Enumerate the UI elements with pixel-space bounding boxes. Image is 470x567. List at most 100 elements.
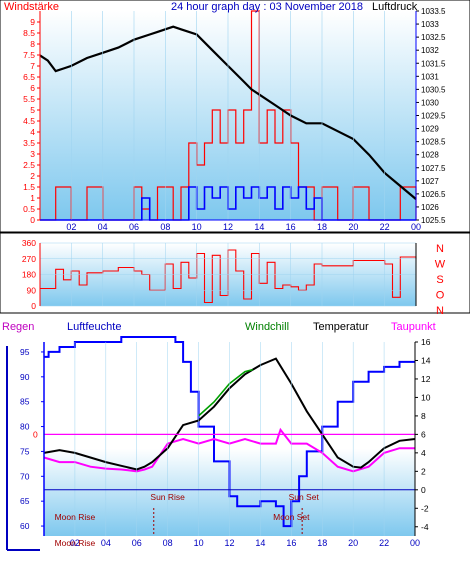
x-tick-label: 16	[286, 538, 296, 548]
moon-rise-label: Moon Rise	[55, 512, 96, 522]
humidity-tick-label: 85	[20, 397, 30, 407]
humidity-tick-label: 90	[20, 372, 30, 382]
y-tick-label-left: 0	[30, 215, 35, 225]
compass-label: S	[436, 274, 443, 286]
x-tick-label: 16	[286, 222, 296, 232]
x-tick-label: 18	[317, 538, 327, 548]
y-tick-label-left: 0.5	[23, 204, 35, 214]
y-tick-label-right: 1030.5	[421, 85, 446, 94]
humidity-tick-label: 65	[20, 496, 30, 506]
y-tick-label-left: 3.5	[23, 138, 35, 148]
x-tick-label: 06	[132, 538, 142, 548]
y-tick-label-left: 6.5	[23, 72, 35, 82]
pressure-axis-title: Luftdruck	[372, 1, 418, 13]
y-tick-label-left: 6	[30, 83, 35, 93]
chart-title: 24 hour graph day : 03 November 2018	[171, 1, 363, 13]
temperature-tick-label: 14	[421, 355, 431, 365]
y-tick-label-right: 1033.5	[421, 7, 446, 16]
temperature-tick-label: 8	[421, 411, 426, 421]
y-tick-label-left: 1.5	[23, 182, 35, 192]
x-tick-label: 10	[192, 222, 202, 232]
y-tick-label-left: 5	[30, 105, 35, 115]
series-humidity-line	[44, 336, 415, 528]
direction-tick-label: 180	[22, 270, 36, 280]
x-tick-label: 12	[223, 222, 233, 232]
y-tick-label-right: 1031	[421, 72, 439, 81]
direction-tick-label: 0	[31, 301, 36, 311]
y-tick-label-left: 3	[30, 149, 35, 159]
humidity-tick-label: 80	[20, 422, 30, 432]
sun-set-label: Sun Set	[289, 492, 320, 502]
y-tick-label-right: 1026.5	[421, 190, 446, 199]
temperature-tick-label: 12	[421, 374, 431, 384]
humidity-tick-label: 70	[20, 471, 30, 481]
zero-marker-label: 0	[33, 429, 38, 439]
compass-label: N	[436, 305, 444, 317]
legend-windchill: Windchill	[245, 321, 289, 333]
y-tick-label-right: 1032	[421, 46, 439, 55]
direction-tick-label: 270	[22, 254, 36, 264]
direction-tick-label: 90	[27, 285, 37, 295]
temperature-tick-label: 16	[421, 337, 431, 347]
x-tick-label: 20	[348, 222, 358, 232]
compass-label: W	[435, 259, 446, 271]
y-tick-label-left: 5.5	[23, 94, 35, 104]
y-tick-label-left: 7	[30, 61, 35, 71]
y-tick-label-right: 1031.5	[421, 59, 446, 68]
legend-luftfeuchte: Luftfeuchte	[67, 321, 121, 333]
y-tick-label-right: 1028.5	[421, 138, 446, 147]
temperature-tick-label: -4	[421, 522, 429, 532]
x-tick-label: 02	[70, 538, 80, 548]
x-tick-label: 14	[255, 538, 265, 548]
compass-label: O	[436, 290, 445, 302]
x-tick-label: 22	[380, 222, 390, 232]
x-tick-label: 06	[129, 222, 139, 232]
x-tick-label: 22	[379, 538, 389, 548]
moon-rise-label-axis: Moon Rise	[55, 538, 96, 548]
temperature-tick-label: -2	[421, 503, 429, 513]
y-tick-label-right: 1027.5	[421, 164, 446, 173]
x-tick-label: 04	[98, 222, 108, 232]
wind-axis-title: Windstärke	[4, 1, 59, 13]
direction-tick-label: 360	[22, 238, 36, 248]
x-tick-label: 04	[101, 538, 111, 548]
y-tick-label-right: 1027	[421, 177, 439, 186]
sun-rise-label: Sun Rise	[150, 492, 185, 502]
humidity-tick-label: 95	[20, 347, 30, 357]
y-tick-label-left: 2.5	[23, 160, 35, 170]
y-tick-label-left: 2	[30, 171, 35, 181]
series-mean-wind-line	[40, 186, 416, 221]
y-tick-label-right: 1033	[421, 20, 439, 29]
temperature-tick-label: 4	[421, 448, 426, 458]
compass-label: N	[436, 243, 444, 255]
x-tick-label: 02	[66, 222, 76, 232]
legend-regen: Regen	[2, 321, 34, 333]
moon-set-label: Moon Set	[273, 512, 310, 522]
y-tick-label-right: 1029	[421, 125, 439, 134]
humidity-tick-label: 60	[20, 521, 30, 531]
x-tick-label: 08	[160, 222, 170, 232]
y-tick-label-left: 4	[30, 127, 35, 137]
x-tick-label: 14	[254, 222, 264, 232]
humidity-tick-label: 75	[20, 446, 30, 456]
y-tick-label-right: 1029.5	[421, 112, 446, 121]
y-tick-label-left: 8	[30, 39, 35, 49]
y-tick-label-left: 7.5	[23, 50, 35, 60]
temperature-tick-label: 0	[421, 485, 426, 495]
y-tick-label-right: 1026	[421, 203, 439, 212]
legend-temperatur: Temperatur	[313, 321, 369, 333]
y-tick-label-right: 1032.5	[421, 33, 446, 42]
x-tick-label: 00	[410, 538, 420, 548]
temperature-tick-label: 6	[421, 429, 426, 439]
temperature-tick-label: 10	[421, 392, 431, 402]
x-tick-label: 08	[163, 538, 173, 548]
y-tick-label-right: 1030	[421, 98, 439, 107]
legend-taupunkt: Taupunkt	[391, 321, 436, 333]
x-tick-label: 10	[194, 538, 204, 548]
y-tick-label-right: 1028	[421, 151, 439, 160]
x-tick-label: 00	[411, 222, 421, 232]
y-tick-label-left: 8.5	[23, 28, 35, 38]
temperature-tick-label: 2	[421, 466, 426, 476]
